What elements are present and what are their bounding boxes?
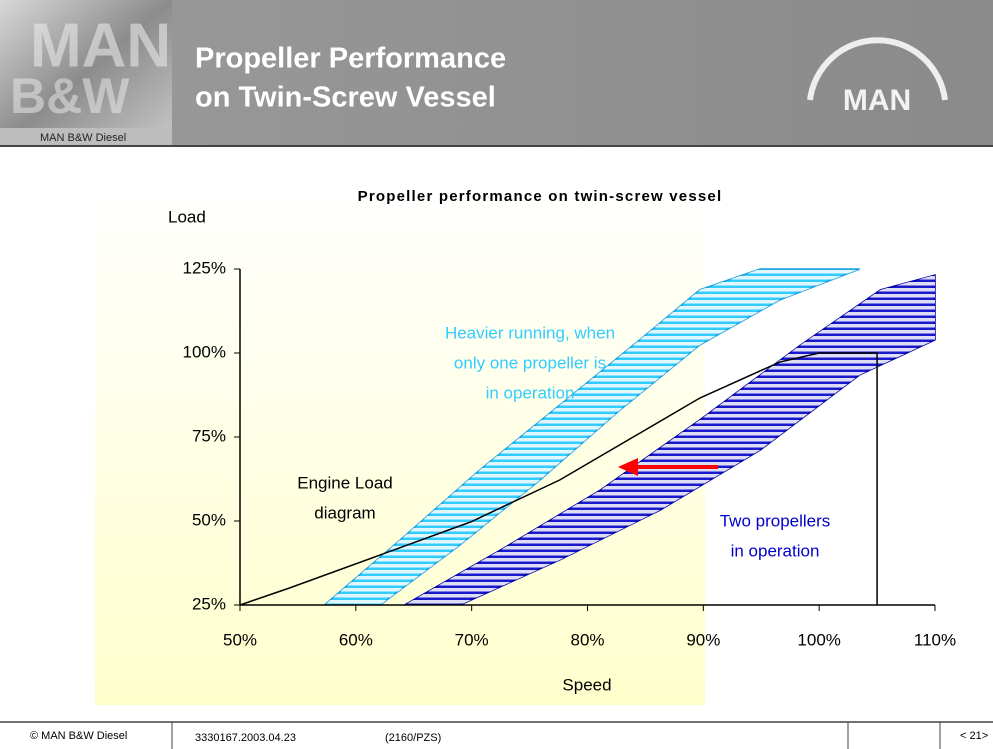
band-hatch [324, 269, 860, 605]
chart: Propeller performance on twin-screw vess… [168, 188, 956, 695]
logo-caption-bg [0, 128, 172, 146]
x-tick-label: 100% [797, 630, 840, 649]
chart-title: Propeller performance on twin-screw vess… [358, 188, 723, 205]
y-tick-label: 100% [183, 342, 226, 361]
annotation: Heavier running, when [445, 323, 615, 342]
y-tick-label: 75% [192, 426, 226, 445]
arrow-head [618, 458, 638, 476]
annotation: in operation [486, 383, 575, 402]
annotation: Two propellers [720, 511, 831, 530]
slide-title: Propeller Performance [195, 43, 506, 75]
y-axis-label: Load [168, 207, 206, 226]
brand-arc [807, 37, 948, 101]
footer-code: (2160/PZS) [385, 732, 441, 744]
footer-document: 3330167.2003.04.23 [195, 732, 296, 744]
annotation: diagram [314, 503, 375, 522]
series-line [239, 352, 878, 606]
x-tick-label: 80% [570, 630, 604, 649]
brand-logo: MAN [843, 84, 911, 117]
x-tick-label: 70% [455, 630, 489, 649]
footer-copyright: © MAN B&W Diesel [30, 730, 127, 742]
y-tick-label: 125% [183, 258, 226, 277]
annotation: only one propeller is [454, 353, 606, 372]
logo-caption: MAN B&W Diesel [40, 132, 126, 144]
annotation: Engine Load [297, 473, 392, 492]
x-tick-label: 90% [686, 630, 720, 649]
y-tick-label: 25% [192, 594, 226, 613]
logo-art: B&W [10, 68, 130, 124]
x-axis-label: Speed [562, 675, 611, 694]
x-tick-label: 60% [339, 630, 373, 649]
chart-panel [95, 190, 705, 705]
footer-page: < 21> [960, 730, 988, 742]
logo-art: MAN [30, 11, 171, 80]
x-tick-label: 50% [223, 630, 257, 649]
x-tick-label: 110% [914, 630, 956, 649]
logo-image [0, 0, 172, 146]
slide-title: on Twin-Screw Vessel [195, 82, 496, 114]
annotation: in operation [731, 541, 820, 560]
y-tick-label: 50% [192, 510, 226, 529]
